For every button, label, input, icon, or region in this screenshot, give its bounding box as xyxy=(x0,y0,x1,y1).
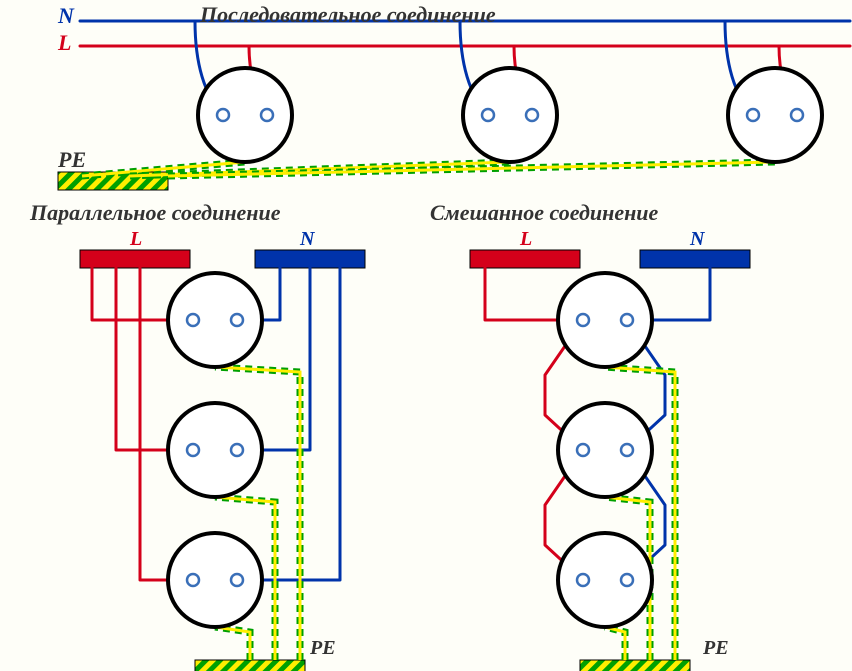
mixed-n-label: N xyxy=(690,228,704,251)
parallel-pe-label: PE xyxy=(310,637,336,660)
wiring-diagram xyxy=(0,0,852,671)
title-parallel: Параллельное соединение xyxy=(30,200,281,226)
series-l-label: L xyxy=(58,30,71,56)
series-pe-label: PE xyxy=(58,147,86,173)
parallel-l-label: L xyxy=(130,228,142,251)
series-n-label: N xyxy=(58,3,74,29)
parallel-n-label: N xyxy=(300,228,314,251)
mixed-pe-label: PE xyxy=(703,637,729,660)
title-mixed: Смешанное соединение xyxy=(430,200,658,226)
title-series: Последовательное соединение xyxy=(200,2,496,28)
mixed-l-label: L xyxy=(520,228,532,251)
